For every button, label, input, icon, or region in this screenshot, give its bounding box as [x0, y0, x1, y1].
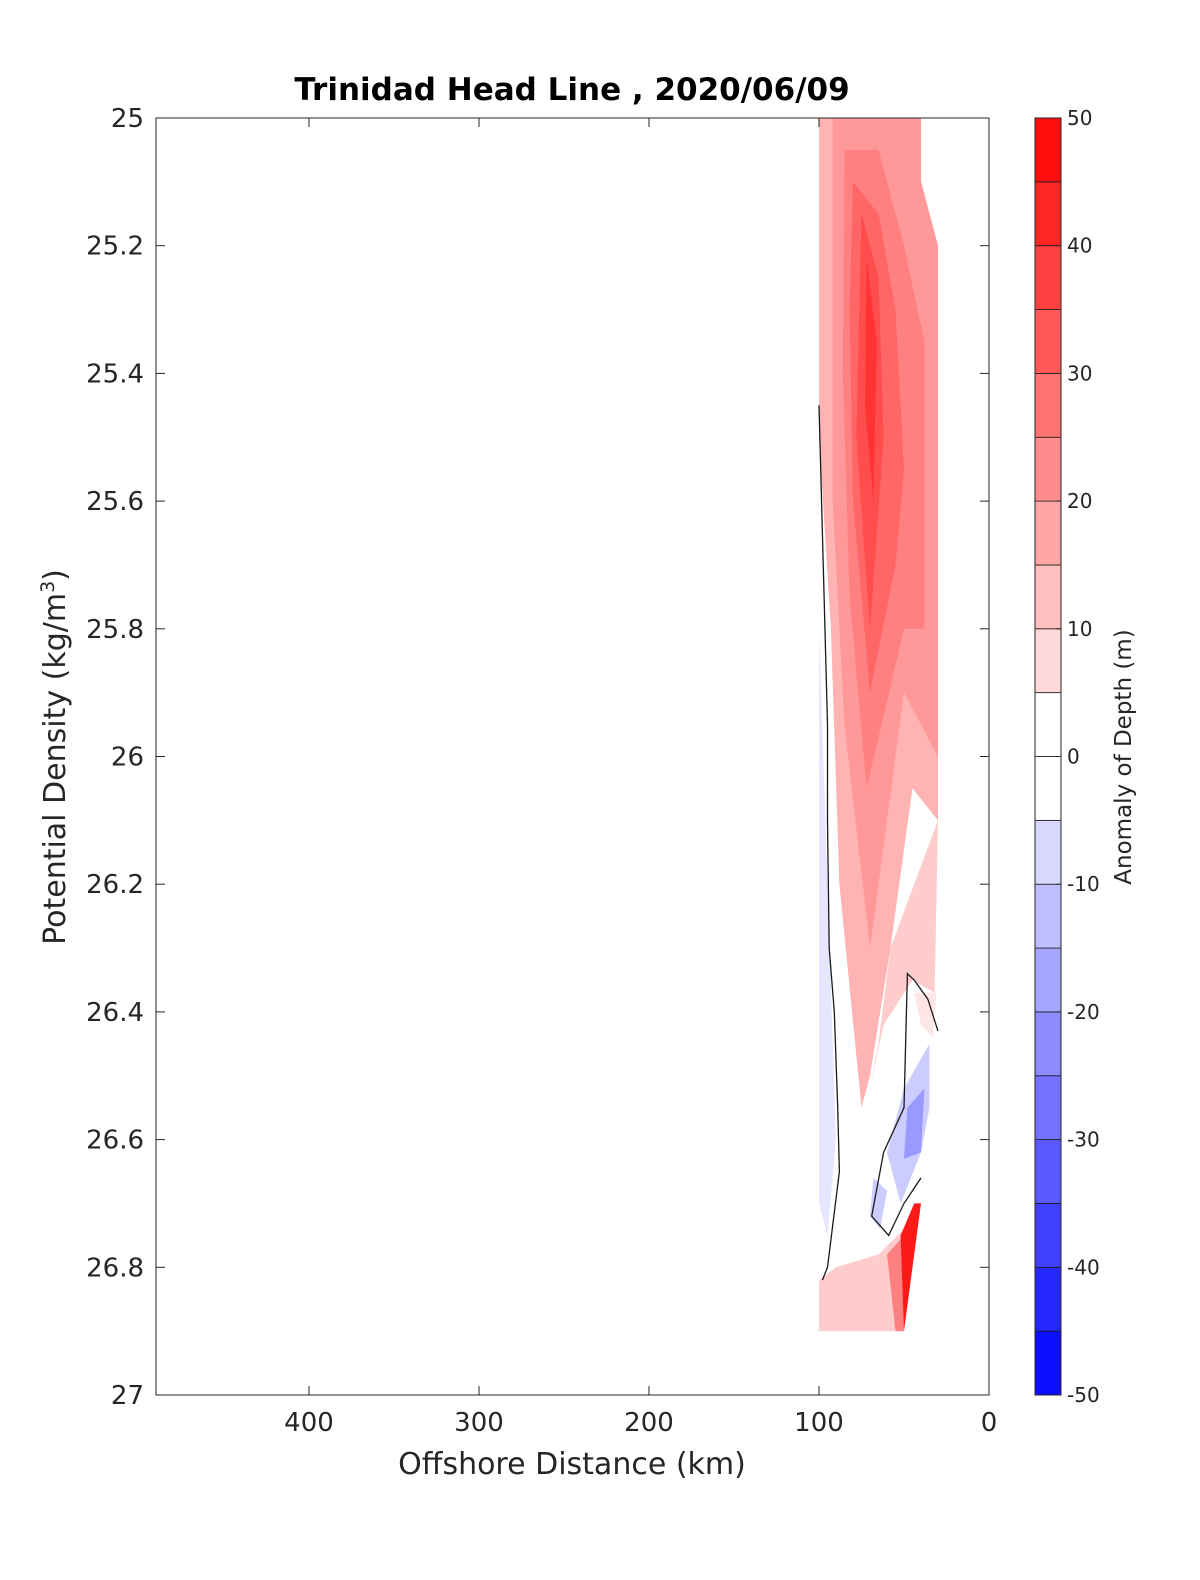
colorbar-band: [1034, 1075, 1062, 1140]
y-tick-label: 25: [111, 104, 144, 134]
colorbar-tick-label: -20: [1067, 1000, 1100, 1024]
contour-region-8: [819, 628, 836, 1236]
x-axis-label: Offshore Distance (km): [398, 1447, 746, 1482]
y-tick-label: 26.4: [86, 998, 144, 1028]
colorbar-band: [1034, 500, 1062, 566]
y-tick-label: 25.8: [86, 615, 144, 645]
colorbar-band: [1034, 692, 1062, 757]
colorbar-tick-label: -10: [1067, 872, 1100, 896]
y-tick-label: 26.8: [86, 1253, 144, 1283]
colorbar-band: [1034, 564, 1062, 630]
colorbar-band: [1034, 883, 1062, 949]
contour-region-5: [864, 258, 877, 502]
colorbar-band: [1034, 117, 1062, 183]
contour-region-10: [904, 1088, 925, 1159]
zero-contour-line-1: [871, 972, 939, 1237]
colorbar-band: [1034, 1139, 1062, 1204]
zero-contour-line-0: [818, 405, 841, 1281]
y-tick-label: 25.4: [86, 359, 144, 389]
colorbar-band: [1034, 947, 1062, 1013]
colorbar-tick-label: 0: [1067, 745, 1080, 769]
colorbar-band: [1034, 1330, 1062, 1396]
colorbar-tick-label: 30: [1067, 361, 1092, 385]
y-tick-label: 26.6: [86, 1126, 144, 1156]
contour-region-7: [914, 992, 937, 1038]
colorbar-band: [1034, 1203, 1062, 1268]
colorbar: 50 40 30 20 10 0 -10 -20 -30 -40 -50: [1034, 106, 1100, 1407]
contour-region-13: [887, 1235, 904, 1332]
colorbar-band: [1034, 819, 1062, 885]
colorbar-tick-label: 50: [1067, 106, 1092, 130]
colorbar-tick-label: 40: [1067, 234, 1092, 258]
contour-region-14: [900, 1203, 921, 1332]
colorbar-label: Anomaly of Depth (m): [1111, 629, 1137, 884]
y-axis-label-superscript: 3: [37, 581, 59, 593]
contour-region-6: [870, 820, 938, 1089]
x-axis: 400 300 200 100 0: [284, 118, 997, 1438]
colorbar-tick-label: -50: [1067, 1383, 1100, 1407]
x-tick-label: 300: [454, 1408, 504, 1438]
x-tick-label: 100: [794, 1408, 844, 1438]
contour-region-12: [819, 1229, 904, 1332]
colorbar-band: [1034, 1266, 1062, 1332]
colorbar-tick-label: 10: [1067, 617, 1092, 641]
y-axis-label-tail: ): [38, 569, 73, 581]
y-tick-label: 27: [111, 1381, 144, 1411]
x-tick-label: 200: [624, 1408, 674, 1438]
plot-area: [818, 118, 939, 1332]
colorbar-band: [1034, 181, 1062, 247]
y-axis-label-main: Potential Density (kg/m: [38, 593, 73, 945]
chart-title: Trinidad Head Line , 2020/06/09: [294, 72, 849, 108]
colorbar-band: [1034, 436, 1062, 502]
y-tick-label: 25.2: [86, 232, 144, 262]
y-axis-label: Potential Density (kg/m3): [37, 569, 73, 945]
colorbar-band: [1034, 309, 1062, 374]
colorbar-band: [1034, 1011, 1062, 1077]
y-tick-label: 25.6: [86, 487, 144, 517]
colorbar-band: [1034, 756, 1062, 821]
contour-region-11: [870, 1177, 887, 1229]
y-tick-label: 26.2: [86, 870, 144, 900]
y-axis: 25 25.2 25.4 25.6 25.8 26 26.2 26.4 26.6 26.8 27: [86, 104, 989, 1411]
x-tick-label: 400: [284, 1408, 334, 1438]
x-tick-label: 0: [981, 1408, 998, 1438]
colorbar-band: [1034, 245, 1062, 310]
colorbar-band: [1034, 372, 1062, 438]
colorbar-band: [1034, 628, 1062, 694]
y-tick-label: 26: [111, 743, 144, 773]
colorbar-tick-label: 20: [1067, 489, 1092, 513]
colorbar-tick-label: -40: [1067, 1255, 1100, 1279]
colorbar-tick-label: -30: [1067, 1128, 1100, 1152]
